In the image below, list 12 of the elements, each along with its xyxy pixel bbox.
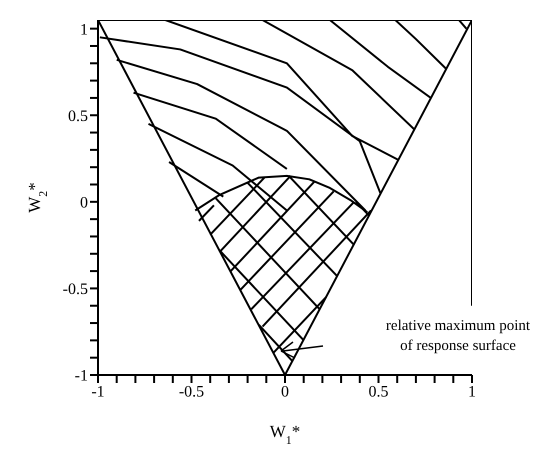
x-tick-label: -1 xyxy=(91,383,105,400)
x-tick-label: 0.5 xyxy=(368,383,388,400)
x-tick-label: -0.5 xyxy=(178,383,204,400)
x-tick-label: 0 xyxy=(281,383,289,400)
x-tick-label: 1 xyxy=(468,383,476,400)
x-axis-title: W$_{1}$* xyxy=(270,422,300,447)
y-tick-label: -0.5 xyxy=(62,281,88,298)
y-tick-label: 0 xyxy=(80,194,88,212)
y-tick-label: 0.5 xyxy=(68,108,88,125)
annotation: relative maximum point of response surface xyxy=(386,318,531,354)
y-tick-label: -1 xyxy=(74,368,88,385)
y-tick-label: 1 xyxy=(80,21,88,38)
